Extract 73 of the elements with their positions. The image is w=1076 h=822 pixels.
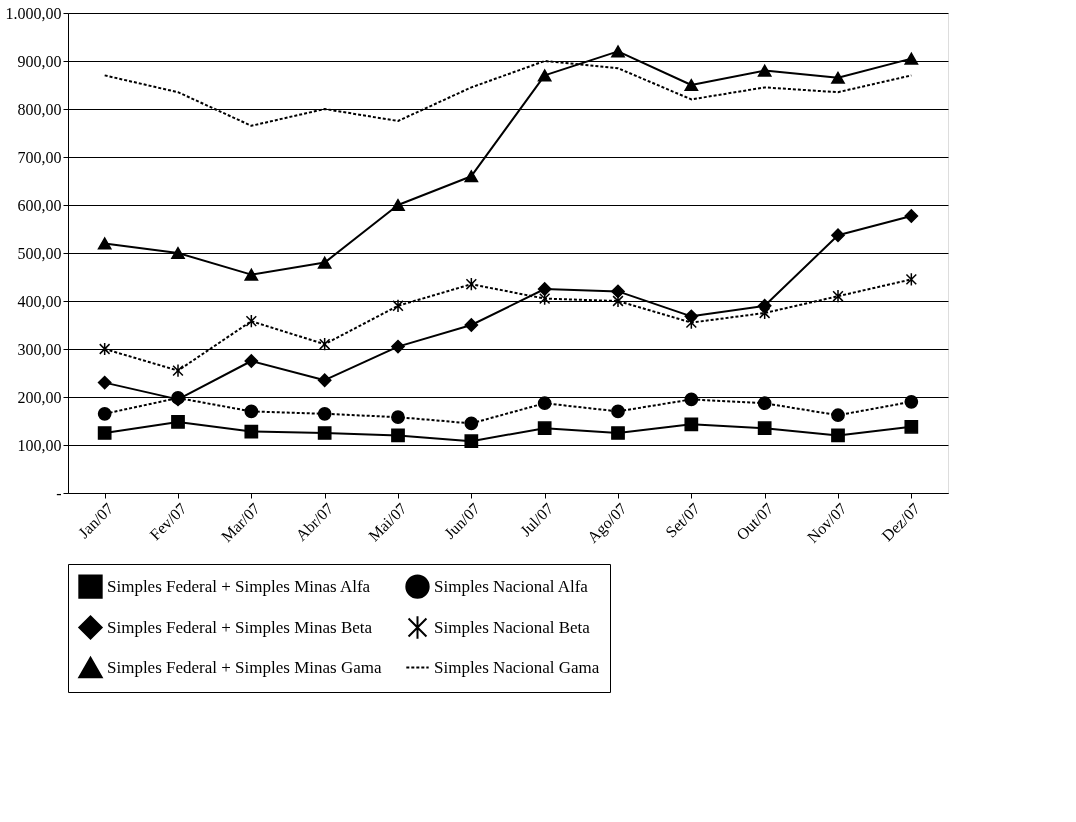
point — [537, 69, 552, 82]
point — [904, 209, 919, 223]
y-tick-label: 800,00 — [17, 100, 62, 118]
point — [831, 428, 845, 443]
point — [831, 71, 845, 84]
point — [464, 416, 479, 431]
point — [171, 246, 185, 260]
point — [171, 415, 185, 429]
point — [537, 421, 552, 436]
point — [391, 198, 405, 212]
point — [757, 396, 772, 411]
y-tick-label: 300,00 — [17, 340, 62, 358]
point — [611, 404, 625, 419]
point — [97, 426, 112, 440]
point — [757, 64, 772, 77]
point — [684, 78, 699, 92]
y-tick-label: 900,00 — [17, 52, 62, 70]
legend-label: Simples Federal + Simples Minas Gama — [107, 657, 382, 677]
y-tick-label: 1.000,00 — [5, 4, 62, 22]
point — [97, 406, 112, 421]
point — [172, 363, 184, 378]
point — [317, 406, 332, 421]
point — [391, 339, 405, 354]
point — [245, 314, 257, 329]
point — [684, 417, 699, 432]
legend-label: Simples Nacional Gama — [434, 657, 600, 677]
point — [392, 298, 404, 313]
point — [464, 170, 479, 183]
point — [391, 428, 405, 443]
point — [97, 375, 112, 390]
point — [97, 237, 112, 250]
point — [905, 272, 917, 287]
legend-label: Simples Federal + Simples Minas Beta — [107, 617, 373, 637]
y-tick-label: - — [56, 484, 62, 502]
point — [684, 392, 699, 407]
y-tick-label: 600,00 — [17, 196, 62, 214]
point — [537, 282, 552, 296]
point — [319, 337, 331, 352]
legend-label: Simples Nacional Alfa — [434, 576, 589, 596]
point — [612, 294, 624, 308]
point — [317, 256, 332, 269]
point — [831, 408, 845, 423]
point — [99, 342, 111, 356]
point — [537, 396, 552, 411]
point — [244, 404, 259, 419]
point — [391, 410, 405, 425]
legend-label: Simples Federal + Simples Minas Alfa — [107, 576, 371, 596]
point — [759, 306, 771, 320]
point — [465, 277, 477, 292]
point — [611, 426, 625, 440]
point — [904, 394, 919, 409]
y-tick-label: 700,00 — [17, 148, 62, 166]
point — [539, 291, 551, 306]
point — [904, 52, 919, 65]
y-tick-label: 500,00 — [17, 244, 62, 262]
point — [464, 434, 479, 449]
point — [244, 268, 259, 281]
point — [317, 426, 332, 440]
y-tick-label: 100,00 — [17, 436, 62, 454]
legend-label: Simples Nacional Beta — [434, 617, 591, 637]
point — [611, 284, 625, 299]
y-tick-label: 400,00 — [17, 292, 62, 310]
point — [317, 373, 332, 388]
point — [904, 419, 919, 434]
point — [832, 289, 844, 304]
point — [611, 45, 625, 58]
point — [244, 424, 259, 439]
point — [757, 421, 772, 436]
point — [244, 354, 259, 368]
point — [757, 298, 772, 313]
y-tick-label: 200,00 — [17, 388, 62, 406]
point — [831, 228, 845, 243]
point — [464, 318, 479, 332]
